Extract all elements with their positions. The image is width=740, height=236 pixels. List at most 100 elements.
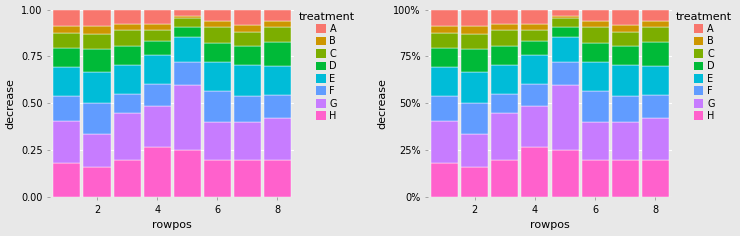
Bar	[113, 94, 141, 113]
Bar	[431, 96, 458, 121]
Bar	[174, 62, 201, 85]
Bar	[582, 43, 609, 62]
Bar	[174, 18, 201, 27]
Bar	[53, 9, 81, 26]
Bar	[113, 65, 141, 94]
Bar	[53, 96, 81, 121]
Bar	[582, 9, 609, 21]
Bar	[461, 72, 488, 103]
Bar	[551, 62, 579, 85]
Bar	[204, 160, 231, 197]
Legend: A, B, C, D, E, F, G, H: A, B, C, D, E, F, G, H	[674, 9, 734, 123]
Bar	[113, 24, 141, 30]
Bar	[204, 62, 231, 91]
Bar	[551, 85, 579, 150]
Bar	[144, 30, 171, 42]
Legend: A, B, C, D, E, F, G, H: A, B, C, D, E, F, G, H	[297, 9, 357, 123]
Bar	[491, 24, 519, 30]
Bar	[204, 122, 231, 160]
Bar	[522, 55, 548, 84]
Bar	[84, 72, 110, 103]
Bar	[53, 26, 81, 33]
Bar	[612, 25, 639, 32]
Bar	[582, 122, 609, 160]
Bar	[204, 91, 231, 122]
Bar	[491, 113, 519, 160]
Bar	[264, 95, 291, 118]
Bar	[431, 26, 458, 33]
Bar	[84, 26, 110, 34]
Bar	[84, 134, 110, 167]
Bar	[113, 46, 141, 65]
Bar	[84, 34, 110, 49]
Bar	[264, 118, 291, 160]
Bar	[461, 103, 488, 134]
Bar	[204, 27, 231, 43]
Bar	[431, 163, 458, 197]
Bar	[144, 106, 171, 147]
Bar	[551, 37, 579, 62]
Bar	[53, 48, 81, 67]
Bar	[234, 32, 261, 46]
Bar	[113, 113, 141, 160]
Bar	[522, 42, 548, 55]
Bar	[431, 121, 458, 163]
Bar	[174, 27, 201, 37]
Bar	[491, 65, 519, 94]
Y-axis label: decrease: decrease	[377, 78, 388, 129]
Bar	[264, 66, 291, 95]
Bar	[84, 167, 110, 197]
Bar	[234, 9, 261, 25]
Bar	[174, 16, 201, 18]
Bar	[144, 9, 171, 24]
Bar	[612, 32, 639, 46]
Bar	[144, 84, 171, 106]
X-axis label: rowpos: rowpos	[152, 220, 192, 230]
Bar	[234, 96, 261, 122]
Bar	[204, 21, 231, 27]
Bar	[84, 103, 110, 134]
Bar	[642, 66, 669, 95]
Bar	[582, 91, 609, 122]
Bar	[612, 122, 639, 160]
Bar	[551, 27, 579, 37]
Bar	[53, 121, 81, 163]
Bar	[113, 9, 141, 24]
Bar	[264, 27, 291, 42]
Bar	[582, 62, 609, 91]
Y-axis label: decrease: decrease	[6, 78, 16, 129]
Bar	[84, 9, 110, 26]
Bar	[234, 122, 261, 160]
Bar	[612, 65, 639, 96]
Bar	[234, 46, 261, 65]
Bar	[431, 48, 458, 67]
Bar	[612, 9, 639, 25]
Bar	[642, 42, 669, 66]
Bar	[642, 27, 669, 42]
Bar	[53, 67, 81, 96]
Bar	[174, 37, 201, 62]
Bar	[551, 16, 579, 18]
Bar	[431, 9, 458, 26]
Bar	[642, 9, 669, 21]
Bar	[84, 49, 110, 72]
Bar	[612, 96, 639, 122]
Bar	[174, 150, 201, 197]
Bar	[612, 46, 639, 65]
Bar	[144, 55, 171, 84]
Bar	[461, 26, 488, 34]
Bar	[582, 27, 609, 43]
Bar	[144, 42, 171, 55]
Bar	[551, 150, 579, 197]
Bar	[53, 163, 81, 197]
Bar	[491, 30, 519, 46]
Bar	[551, 9, 579, 16]
Bar	[522, 9, 548, 24]
Bar	[234, 25, 261, 32]
Bar	[491, 46, 519, 65]
Bar	[461, 167, 488, 197]
Bar	[522, 84, 548, 106]
Bar	[204, 43, 231, 62]
Bar	[642, 95, 669, 118]
Bar	[522, 24, 548, 30]
